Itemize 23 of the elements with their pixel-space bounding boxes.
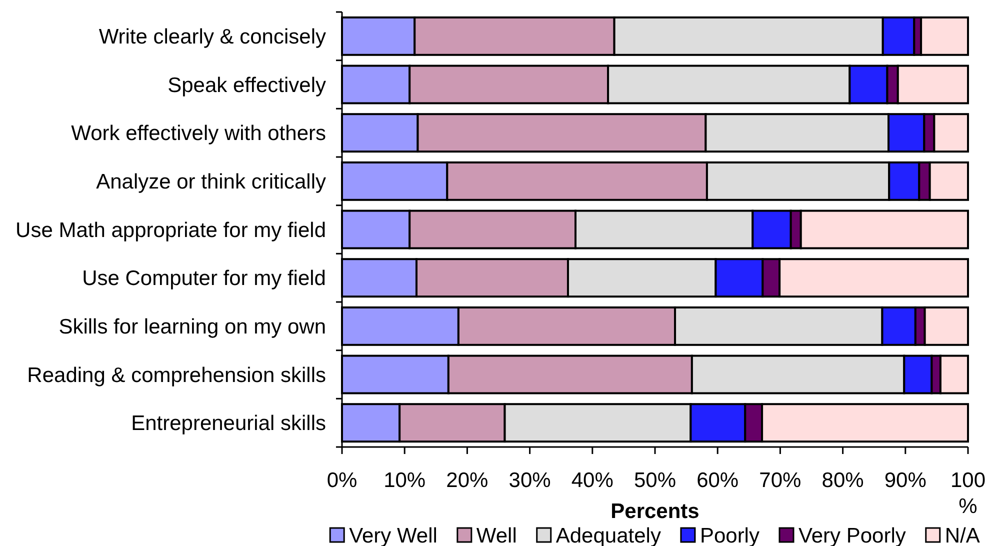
- y-tick-label: Use Math appropriate for my field: [16, 218, 326, 242]
- y-tick-label: Entrepreneurial skills: [131, 412, 326, 436]
- x-tick-label: 10%: [384, 469, 426, 492]
- x-tick-label: 70%: [759, 469, 802, 492]
- y-tick-label: Reading & comprehension skills: [27, 364, 326, 387]
- y-tick-label: Analyze or think critically: [96, 170, 326, 194]
- x-tick-label: 90%: [884, 469, 926, 492]
- x-axis-title: Percents: [610, 500, 700, 523]
- x-tick-label: 50%: [634, 469, 676, 492]
- x-tick-label: 60%: [696, 469, 739, 492]
- y-tick-label: Use Computer for my field: [82, 267, 326, 290]
- y-tick-label: Skills for learning on my own: [58, 316, 326, 339]
- x-tick-label: 80%: [822, 469, 864, 492]
- x-tick-label: 40%: [571, 469, 614, 492]
- x-tick-label: 0%: [326, 469, 358, 492]
- x-tick-label: 100%: [950, 469, 986, 518]
- legend-label: Well: [476, 524, 517, 546]
- legend-label: N/A: [944, 524, 980, 546]
- y-tick-label: Work effectively with others: [71, 122, 326, 146]
- x-tick-label: 20%: [446, 469, 488, 492]
- x-tick-label: 30%: [508, 469, 551, 492]
- y-tick-label: Write clearly & concisely: [98, 26, 326, 49]
- y-tick-label: Speak effectively: [168, 74, 326, 97]
